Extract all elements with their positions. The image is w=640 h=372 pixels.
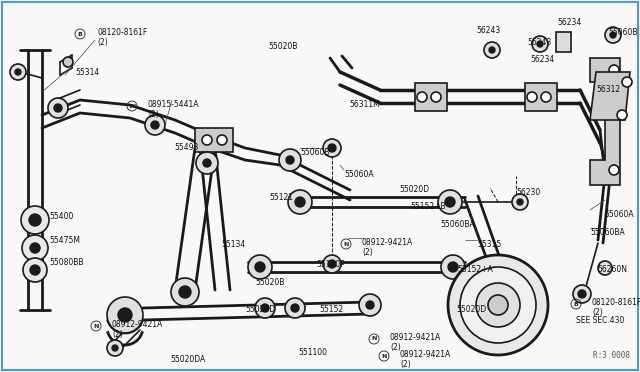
Circle shape (532, 36, 548, 52)
Text: 55060A: 55060A (604, 210, 634, 219)
Circle shape (151, 121, 159, 129)
Circle shape (261, 304, 269, 312)
Text: W: W (129, 103, 136, 109)
Text: 55314: 55314 (75, 68, 99, 77)
Circle shape (476, 283, 520, 327)
Circle shape (489, 47, 495, 53)
Text: 55152+A: 55152+A (457, 265, 493, 274)
Circle shape (196, 152, 218, 174)
Text: 08912-9421A
(2): 08912-9421A (2) (362, 238, 413, 257)
Circle shape (21, 206, 49, 234)
Circle shape (537, 41, 543, 47)
Text: 55020B: 55020B (268, 42, 298, 51)
Circle shape (578, 290, 586, 298)
Circle shape (512, 194, 528, 210)
Circle shape (484, 42, 500, 58)
Text: 56312: 56312 (596, 85, 620, 94)
Circle shape (285, 298, 305, 318)
Circle shape (217, 135, 227, 145)
Circle shape (22, 235, 48, 261)
Text: 08915-5441A
(2): 08915-5441A (2) (148, 100, 200, 119)
Text: R:3 0008: R:3 0008 (593, 351, 630, 360)
Circle shape (541, 92, 551, 102)
Text: 55493: 55493 (174, 143, 198, 152)
Circle shape (460, 267, 536, 343)
Text: N: N (381, 353, 387, 359)
Circle shape (617, 110, 627, 120)
Text: N: N (343, 241, 349, 247)
Text: 56230: 56230 (516, 188, 540, 197)
Circle shape (291, 304, 299, 312)
Circle shape (112, 345, 118, 351)
Circle shape (417, 92, 427, 102)
Text: 55020B: 55020B (255, 278, 284, 287)
Circle shape (605, 27, 621, 43)
Circle shape (610, 32, 616, 38)
Text: N: N (93, 324, 99, 328)
Circle shape (445, 197, 455, 207)
Circle shape (145, 115, 165, 135)
Circle shape (431, 92, 441, 102)
Text: 55020DA: 55020DA (170, 355, 205, 364)
Circle shape (171, 278, 199, 306)
Circle shape (328, 260, 336, 268)
Text: 551100: 551100 (298, 348, 327, 357)
FancyBboxPatch shape (415, 83, 447, 111)
Circle shape (359, 294, 381, 316)
Circle shape (598, 261, 612, 275)
Circle shape (286, 156, 294, 164)
Text: 56311M: 56311M (349, 100, 380, 109)
Circle shape (63, 57, 73, 67)
Circle shape (30, 243, 40, 253)
Circle shape (295, 197, 305, 207)
Circle shape (488, 295, 508, 315)
Text: 08912-9421A
(2): 08912-9421A (2) (390, 333, 441, 352)
Text: 08120-8161F
(2): 08120-8161F (2) (97, 28, 147, 47)
Circle shape (248, 255, 272, 279)
Text: 55120P: 55120P (316, 260, 345, 269)
FancyBboxPatch shape (195, 128, 233, 152)
Text: B: B (77, 32, 83, 36)
Text: B: B (573, 301, 579, 307)
Text: 55152: 55152 (319, 305, 343, 314)
Circle shape (23, 258, 47, 282)
Text: 55134: 55134 (221, 240, 245, 249)
Circle shape (29, 214, 41, 226)
Circle shape (30, 265, 40, 275)
Circle shape (279, 149, 301, 171)
FancyBboxPatch shape (556, 32, 571, 52)
Text: 55152+B: 55152+B (410, 202, 445, 211)
FancyBboxPatch shape (525, 83, 557, 111)
Text: 08912-9421A
(2): 08912-9421A (2) (112, 320, 163, 339)
Text: 56243: 56243 (476, 26, 500, 35)
Circle shape (609, 165, 619, 175)
Circle shape (288, 190, 312, 214)
Circle shape (15, 69, 21, 75)
Text: 08120-8161F
(2): 08120-8161F (2) (592, 298, 640, 317)
Text: N: N (371, 337, 377, 341)
Circle shape (438, 190, 462, 214)
Circle shape (202, 135, 212, 145)
Circle shape (366, 301, 374, 309)
Text: 55060BA: 55060BA (590, 228, 625, 237)
Text: 08912-9421A
(2): 08912-9421A (2) (400, 350, 451, 369)
Circle shape (323, 139, 341, 157)
Circle shape (255, 298, 275, 318)
Circle shape (118, 308, 132, 322)
Circle shape (622, 77, 632, 87)
Text: SEE SEC.430: SEE SEC.430 (576, 316, 625, 325)
Circle shape (527, 92, 537, 102)
Circle shape (448, 262, 458, 272)
Text: 56234: 56234 (557, 18, 581, 27)
Text: 55060BA: 55060BA (440, 220, 475, 229)
Text: 55060B: 55060B (300, 148, 330, 157)
Text: 55060B: 55060B (608, 28, 637, 37)
Circle shape (179, 286, 191, 298)
Circle shape (517, 199, 523, 205)
Text: 56243: 56243 (527, 38, 551, 47)
Circle shape (609, 65, 619, 75)
Circle shape (107, 340, 123, 356)
Text: 56260N: 56260N (597, 265, 627, 274)
Circle shape (323, 255, 341, 273)
